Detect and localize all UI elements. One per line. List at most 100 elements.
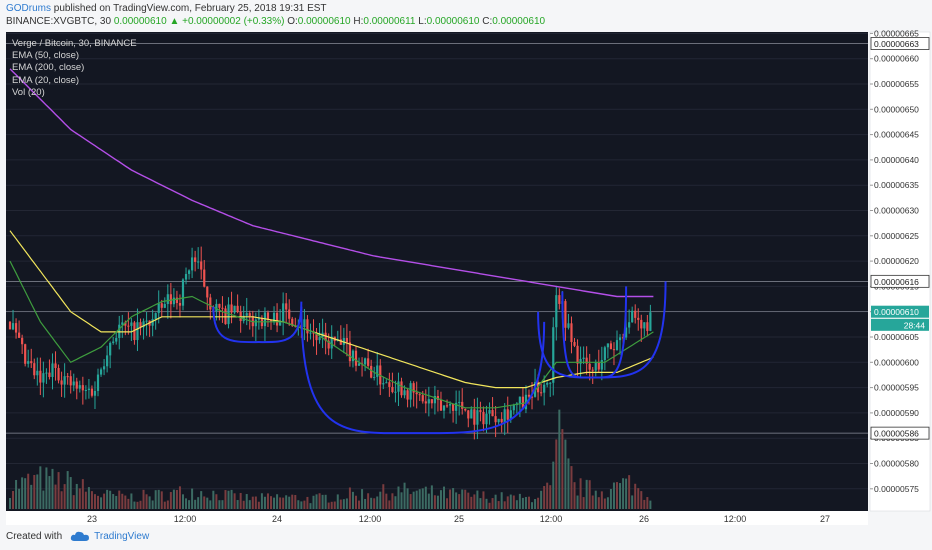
candle-body [430,399,433,404]
tradingview-cloud-icon [70,531,90,541]
volume-bar [75,483,78,509]
volume-bar [112,494,115,509]
time-tick-label: 27 [820,514,830,524]
volume-bar [418,489,421,509]
candle-body [187,270,191,274]
volume-bar [600,491,603,509]
volume-bar [427,493,430,509]
legend-volume[interactable]: Vol (20) [12,86,45,98]
price-tag-box [871,305,929,318]
candle-body [288,309,291,319]
legend-ema200[interactable]: EMA (200, close) [12,62,85,74]
price-tags: 0.00000663 0.00000616 0.00000610 28:44 0.000… [870,37,930,440]
volume-bar [573,482,576,509]
chart-frame[interactable] [6,32,868,511]
tradingview-label: TradingView [94,531,150,542]
volume-bar [579,478,582,509]
volume-bar [628,475,631,509]
volume-bar [148,496,151,509]
volume-bar [297,500,300,509]
candle-body [433,395,436,404]
volume-bar [391,493,394,509]
candle-body [527,394,531,397]
volume-bar [397,486,400,509]
volume-bar [285,495,288,509]
volume-bar [136,501,139,509]
volume-bar [382,484,385,509]
candle-body [194,257,197,262]
candle-body [427,399,430,404]
candle-body [485,413,488,425]
legend-ema20[interactable]: EMA (20, close) [12,74,80,86]
candle-body [154,313,157,319]
candle-body [272,312,276,322]
candle-body [588,363,591,370]
volume-bar [336,494,339,509]
candle-body [285,303,288,310]
price-tick-label: 0.00000575 [874,484,919,494]
candle-body [112,341,115,343]
candle-body [133,322,136,341]
candle-body [351,350,355,362]
candle-body [121,322,124,325]
candle-body [552,327,555,383]
candle-body [315,333,318,341]
candle-body [640,319,643,329]
volume-bar [358,500,361,509]
volume-bar [443,486,446,509]
candle-body [603,347,606,361]
volume-bar [109,490,112,509]
candle-body [172,297,175,305]
volume-bar [449,489,452,509]
candle-body [409,383,412,400]
volume-bar [351,491,354,509]
volume-bar [103,493,106,509]
candle-body [191,257,194,271]
tradingview-brand[interactable]: TradingView [70,531,149,542]
volume-bar [436,495,439,509]
volume-bar [33,474,36,509]
volume-bar [625,478,628,509]
candle-body [330,336,333,349]
candle-body [66,376,69,378]
candle-body [394,391,397,393]
time-axis-background [6,511,868,525]
price-tag-label: 0.00000616 [874,277,919,287]
small-cup-left-arc [212,301,303,344]
volume-bar [18,488,21,509]
volume-bar [160,491,163,509]
volume-bars [9,409,652,509]
volume-bar [9,497,11,509]
candle-body [458,401,461,403]
candle-body [327,340,330,349]
grid [6,32,868,490]
volume-bar [257,501,260,509]
price-tick-label: 0.00000665 [874,28,919,38]
candle-body [555,295,558,328]
candle-body [145,320,148,322]
candle-body [318,337,321,341]
volume-bar [430,485,433,509]
author-link[interactable]: GODrums [6,3,51,14]
candle-body [370,365,373,378]
candle-body [248,313,251,317]
publish-header: GODrums published on TradingView.com, Fe… [6,3,327,14]
legend-ema50[interactable]: EMA (50, close) [12,50,80,62]
volume-bar [497,501,500,509]
candle-body [455,402,458,411]
volume-bar [78,488,81,509]
volume-bar [521,497,524,509]
candle-body [45,372,48,374]
candle-body [357,363,361,366]
volume-bar [561,429,564,509]
price-tag-box [870,37,930,50]
candle-body [215,303,218,312]
candle-body [600,360,603,370]
candle-body [124,322,127,326]
price-tick-label: 0.00000645 [874,130,919,140]
volume-bar [406,488,409,509]
candle-body [367,358,370,366]
candle-body [473,409,476,425]
handle-arc [561,281,667,379]
